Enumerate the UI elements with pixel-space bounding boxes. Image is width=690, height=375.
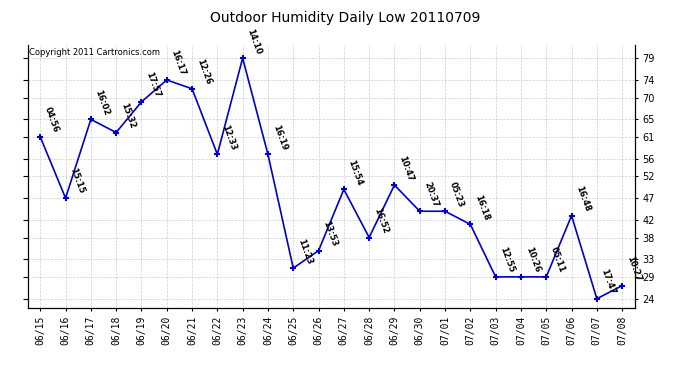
Text: 15:32: 15:32 (119, 102, 137, 130)
Text: 10:27: 10:27 (625, 255, 642, 283)
Text: 16:19: 16:19 (270, 123, 288, 152)
Text: 12:26: 12:26 (195, 58, 213, 86)
Text: 13:53: 13:53 (322, 220, 339, 248)
Text: Copyright 2011 Cartronics.com: Copyright 2011 Cartronics.com (29, 48, 160, 57)
Text: 05:23: 05:23 (448, 180, 465, 209)
Text: 04:56: 04:56 (43, 106, 61, 134)
Text: 16:17: 16:17 (170, 49, 187, 77)
Text: 17:57: 17:57 (144, 71, 161, 99)
Text: Outdoor Humidity Daily Low 20110709: Outdoor Humidity Daily Low 20110709 (210, 11, 480, 25)
Text: 05:11: 05:11 (549, 246, 566, 274)
Text: 11:23: 11:23 (296, 237, 314, 266)
Text: 16:48: 16:48 (574, 184, 592, 213)
Text: 16:52: 16:52 (372, 206, 390, 235)
Text: 16:18: 16:18 (473, 194, 491, 222)
Text: 20:37: 20:37 (422, 180, 440, 209)
Text: 15:54: 15:54 (346, 158, 364, 187)
Text: 12:33: 12:33 (220, 123, 237, 152)
Text: 16:02: 16:02 (94, 88, 111, 117)
Text: 17:47: 17:47 (600, 268, 617, 296)
Text: 10:26: 10:26 (524, 246, 542, 274)
Text: 15:15: 15:15 (68, 167, 86, 195)
Text: 12:55: 12:55 (498, 246, 516, 274)
Text: 14:10: 14:10 (246, 27, 263, 56)
Text: 10:47: 10:47 (397, 154, 415, 182)
